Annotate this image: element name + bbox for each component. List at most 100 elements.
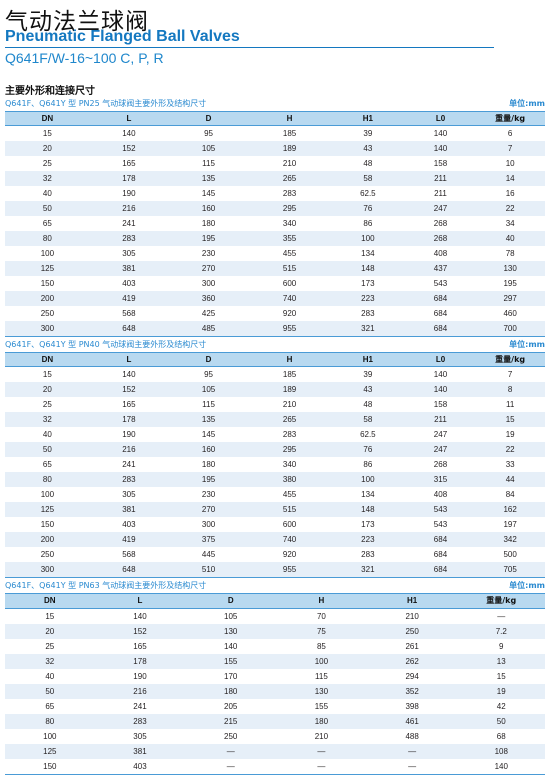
table-cell: 65	[42, 460, 52, 469]
table-cell: 270	[168, 261, 250, 276]
table-cell: 15	[42, 370, 52, 379]
table-cell: 543	[405, 502, 476, 517]
table-cell: 352	[366, 684, 458, 699]
table-cell: 283	[89, 231, 169, 246]
table-cell: 40	[475, 231, 545, 246]
table-cell: 105	[224, 612, 238, 621]
table-cell: 6	[507, 129, 513, 138]
table-cell: —	[185, 759, 277, 775]
table-caption-pn40: Q641F、Q641Y 型 PN40 气动球阀主要外形及结构尺寸 单位:mm	[5, 339, 545, 351]
table-cell: 48	[363, 159, 373, 168]
column-header: L	[94, 593, 186, 609]
table-cell: 684	[405, 321, 476, 337]
table-cell: 100	[40, 249, 55, 258]
table-cell: 283	[282, 189, 297, 198]
table-cell: 460	[503, 309, 517, 318]
table-cell: 13	[457, 654, 545, 669]
column-header: DN	[5, 352, 90, 367]
table-cell: 15	[42, 129, 52, 138]
table-cell: 200	[5, 532, 90, 547]
table-cell: 340	[282, 460, 297, 469]
table-row: 25 165 115 210 48 158 11	[5, 397, 545, 412]
column-header: D	[168, 111, 250, 126]
table-cell: 140	[433, 129, 448, 138]
table-cell: 145	[201, 189, 216, 198]
table-row: 200 419 375 740 223 684 342	[5, 532, 545, 547]
section-heading: 主要外形和连接尺寸	[5, 86, 95, 97]
table-cell: 515	[249, 502, 331, 517]
table-cell: 265	[249, 412, 331, 427]
table-cell: 283	[361, 550, 375, 559]
table-cell: 140	[122, 129, 136, 138]
table-cell: 20	[5, 624, 95, 639]
table-cell: 44	[475, 472, 545, 487]
table-cell: 180	[276, 714, 367, 729]
table-cell: 398	[405, 702, 419, 711]
column-header: 重量/kg	[475, 111, 545, 126]
table-cell: 125	[5, 744, 95, 759]
column-header: H	[249, 352, 331, 367]
table-row: 32 178 135 265 58 211 14	[5, 171, 545, 186]
table-cell: 100	[40, 490, 55, 499]
table-cell: 210	[282, 400, 297, 409]
table-cell: 68	[496, 732, 506, 741]
table-cell: 19	[457, 684, 545, 699]
table-cell: 355	[249, 231, 331, 246]
table-cell: 130	[475, 261, 545, 276]
table-cell: 360	[168, 291, 250, 306]
table-cell: 300	[5, 562, 90, 578]
table-row: 250 568 445 920 283 684 500	[5, 547, 545, 562]
table-cell: 32	[5, 412, 90, 427]
table-cell: 165	[122, 159, 136, 168]
table-row: 25 165 115 210 48 158 10	[5, 156, 545, 171]
table-cell: 297	[475, 291, 545, 306]
table-cell: 295	[249, 442, 331, 457]
table-cell: 43	[330, 382, 406, 397]
unit-label: 单位:mm	[509, 581, 545, 590]
table-cell: 148	[330, 502, 406, 517]
table-cell: 375	[168, 532, 250, 547]
table-cell: 419	[89, 291, 169, 306]
table-caption-text: Q641F、Q641Y 型 PN40 气动球阀主要外形及结构尺寸	[5, 340, 207, 349]
column-header: DN	[5, 111, 90, 126]
column-header: H1	[366, 593, 458, 609]
table-row: 40 190 145 283 62.5 211 16	[5, 186, 545, 201]
table-cell: 158	[433, 400, 448, 409]
table-cell: 155	[314, 702, 329, 711]
table-row: 65 241 180 340 86 268 33	[5, 457, 545, 472]
table-cell: 568	[122, 550, 136, 559]
table-cell: 43	[330, 141, 406, 156]
table-cell: 150	[40, 279, 55, 288]
table-cell: 381	[89, 502, 169, 517]
table-row: 150 403— — —140	[5, 759, 545, 775]
table-row: 300 648 510 955 321 684 705	[5, 562, 545, 578]
table-cell: 135	[168, 171, 250, 186]
table-row: 32 178 155 100 262 13	[5, 654, 545, 669]
table-cell: 955	[249, 562, 331, 578]
table-cell: 210	[282, 159, 297, 168]
table-cell: 216	[89, 201, 169, 216]
table-row: 40 190 170 115 294 15	[5, 669, 545, 684]
table-row: 200 419 360 740 223 684 297	[5, 291, 545, 306]
table-cell: 173	[361, 279, 375, 288]
table-cell: 100	[43, 732, 57, 741]
table-cell: 210	[405, 612, 419, 621]
table-cell: 40	[42, 189, 52, 198]
table-row: 125 381 270 515 148 437 130	[5, 261, 545, 276]
table-cell: 543	[433, 520, 448, 529]
table-cell: 150	[40, 520, 55, 529]
dimension-table-pn40: DN L D H H1 L0 重量/kg 15 140 95 185 39 140 7 20 152 105 1…	[5, 352, 545, 578]
column-header: L	[89, 352, 169, 367]
table-cell: 22	[475, 442, 545, 457]
table-cell: 165	[122, 400, 136, 409]
table-cell: 170	[224, 672, 238, 681]
table-cell: 197	[503, 520, 517, 529]
table-cell: 190	[122, 430, 136, 439]
table-cell: 140	[457, 759, 545, 775]
table-cell: 283	[361, 309, 375, 318]
table-cell: 15	[475, 412, 545, 427]
table-cell: 485	[168, 321, 250, 337]
table-cell: 9	[499, 642, 504, 651]
table-cell: 32	[5, 171, 90, 186]
table-cell: 15	[45, 612, 55, 621]
